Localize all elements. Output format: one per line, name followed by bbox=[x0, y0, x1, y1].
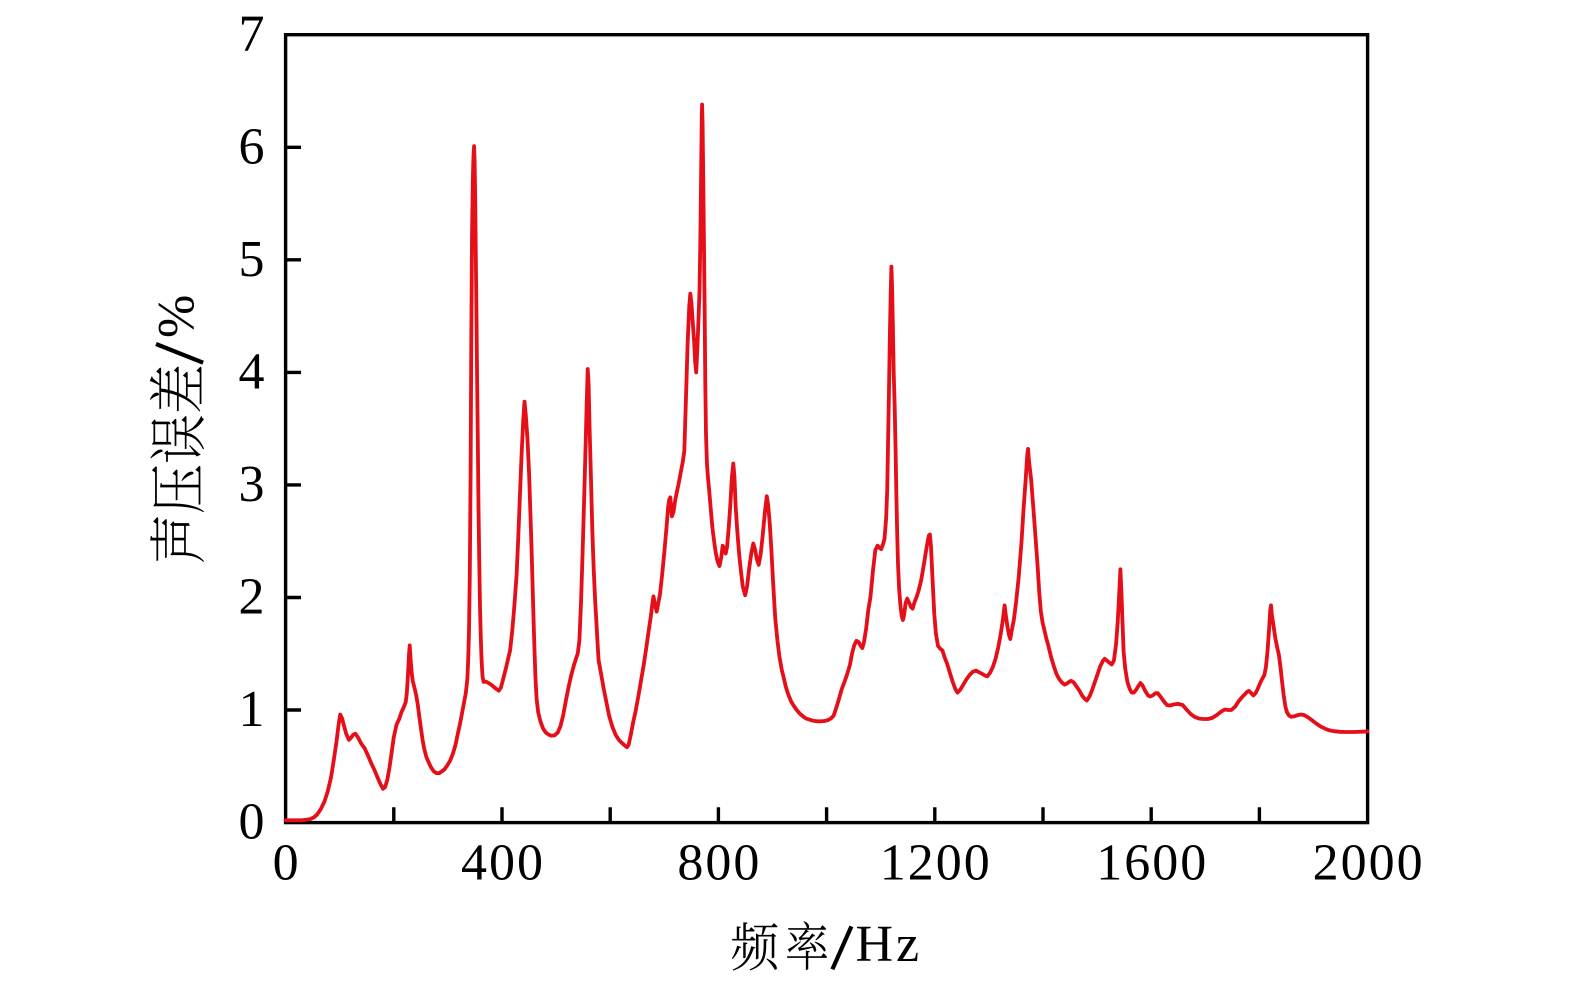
svg-text:3: 3 bbox=[239, 456, 265, 513]
svg-text:400: 400 bbox=[461, 835, 545, 892]
svg-text:2000: 2000 bbox=[1313, 835, 1425, 892]
svg-text:1200: 1200 bbox=[880, 835, 992, 892]
svg-text:1: 1 bbox=[239, 681, 265, 738]
svg-text:800: 800 bbox=[677, 835, 761, 892]
svg-text:0: 0 bbox=[273, 835, 301, 892]
svg-text:4: 4 bbox=[239, 343, 265, 400]
svg-text:2: 2 bbox=[239, 569, 265, 626]
svg-text:Hz: Hz bbox=[856, 916, 923, 973]
svg-text:5: 5 bbox=[239, 231, 265, 288]
svg-text:1600: 1600 bbox=[1096, 835, 1208, 892]
svg-text:0: 0 bbox=[239, 794, 265, 851]
svg-text:6: 6 bbox=[239, 118, 265, 175]
svg-text:%: % bbox=[149, 295, 206, 338]
svg-text:7: 7 bbox=[239, 6, 265, 63]
